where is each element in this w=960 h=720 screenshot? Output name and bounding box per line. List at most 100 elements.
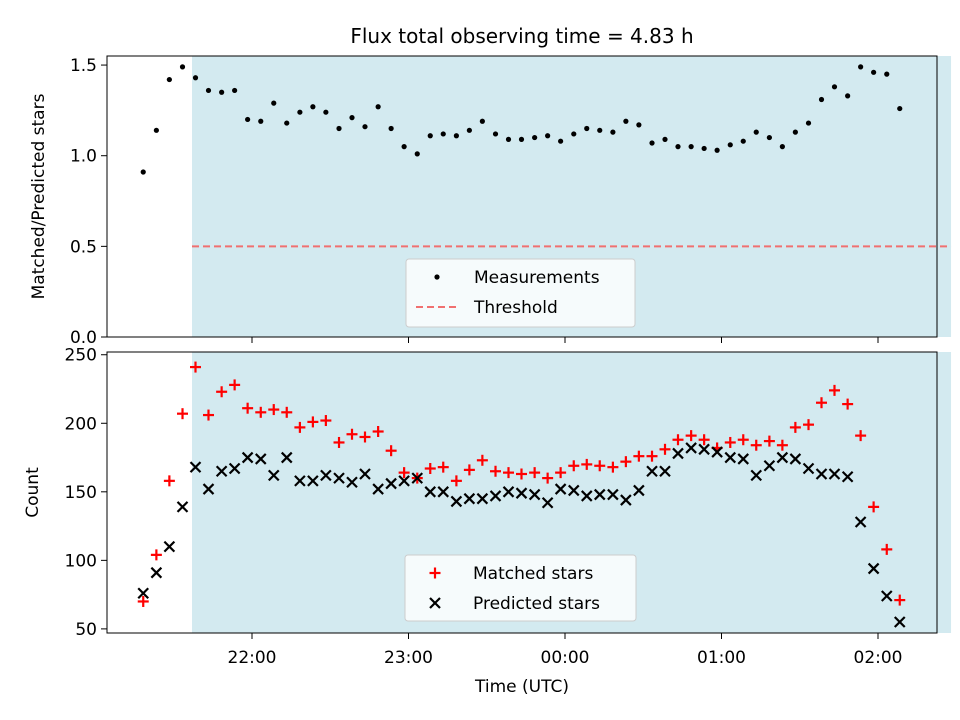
top-y-axis-label: Matched/Predicted stars <box>29 93 49 299</box>
top-panel-ticks: 0.0 0.5 1.0 1.5 <box>70 56 879 348</box>
matched-star-point <box>229 379 241 391</box>
predicted-star-point <box>307 475 319 487</box>
measurement-point <box>427 133 433 139</box>
matched-star-point <box>555 467 567 479</box>
predicted-star-point <box>711 446 723 458</box>
measurement-point <box>179 64 186 70</box>
bottom-legend: Matched stars Predicted stars <box>404 554 637 622</box>
measurement-point <box>858 64 864 70</box>
matched-star-point <box>529 467 541 479</box>
matched-star-point <box>646 450 658 462</box>
measurement-point <box>362 124 368 130</box>
measurement-point <box>258 118 264 124</box>
legend-cross-marker <box>429 597 441 609</box>
measurement-point <box>766 134 772 141</box>
measurement-point <box>636 122 642 128</box>
predicted-star-point <box>554 483 567 495</box>
matched-star-point <box>750 439 762 451</box>
matched-star-point <box>803 419 815 431</box>
matched-star-point <box>333 436 345 448</box>
legend-label-threshold: Threshold <box>473 298 558 318</box>
measurement-point <box>753 129 759 135</box>
matched-star-point <box>385 445 397 457</box>
bottom-y-tick-label: 150 <box>65 483 97 503</box>
predicted-star-point <box>567 484 580 497</box>
predicted-star-point <box>607 488 619 501</box>
predicted-star-point <box>698 443 710 456</box>
measurement-point <box>466 127 472 133</box>
predicted-star-point <box>541 497 554 509</box>
matched-star-point <box>424 463 436 475</box>
measurement-point <box>532 134 538 141</box>
matched-star-point <box>789 421 801 433</box>
measurement-point <box>414 151 420 157</box>
matched-star-point <box>855 430 867 442</box>
measurement-point <box>140 169 146 175</box>
matched-star-point <box>881 543 893 555</box>
predicted-star-point <box>633 484 645 497</box>
predicted-star-point <box>294 475 306 487</box>
matched-star-point <box>268 404 280 416</box>
matched-star-point <box>894 594 906 606</box>
predicted-star-point <box>372 483 384 495</box>
matched-star-point <box>372 426 384 438</box>
measurement-point <box>818 96 825 103</box>
measurement-point <box>623 118 629 124</box>
predicted-star-point <box>163 540 176 553</box>
predicted-star-point <box>593 488 606 501</box>
measurement-point <box>649 140 655 146</box>
predicted-star-point <box>789 453 802 465</box>
legend-label-matched-stars: Matched stars <box>473 564 593 584</box>
matched-star-point <box>776 439 788 451</box>
matched-star-point <box>476 454 488 466</box>
top-panel: 0.0 0.5 1.0 1.5 Matched/Predicted stars Mea… <box>29 55 952 348</box>
measurement-point <box>492 131 499 137</box>
predicted-star-point <box>867 562 880 575</box>
measurement-point <box>740 138 746 144</box>
chart-title: Flux total observing time = 4.83 h <box>350 24 693 48</box>
x-tick-label: 22:00 <box>228 648 277 668</box>
x-tick-label: 01:00 <box>697 648 746 668</box>
predicted-star-point <box>646 465 658 478</box>
bottom-y-axis-label: Count <box>23 467 43 518</box>
matched-star-point <box>828 384 840 396</box>
legend-plus-marker <box>429 567 441 579</box>
measurement-point <box>219 89 225 95</box>
x-tick-label: 23:00 <box>384 648 433 668</box>
matched-star-point <box>294 421 306 433</box>
matched-star-point <box>594 460 606 472</box>
measurement-point <box>336 125 342 132</box>
measurement-point <box>714 147 720 153</box>
predicted-star-point <box>463 492 476 505</box>
measurement-point <box>701 145 707 152</box>
predicted-star-point <box>880 590 893 602</box>
predicted-star-point <box>580 490 593 502</box>
predicted-star-point <box>893 616 906 628</box>
measurement-point <box>831 84 838 90</box>
measurement-point <box>897 105 903 112</box>
measurement-point <box>675 144 681 150</box>
measurement-point <box>805 120 812 126</box>
measurement-point <box>153 127 159 133</box>
top-y-tick-label: 0.5 <box>70 237 97 257</box>
matched-star-point <box>177 408 189 420</box>
matched-star-point <box>542 472 554 484</box>
predicted-star-point <box>437 486 450 498</box>
bottom-y-tick-label: 250 <box>65 346 97 366</box>
measurement-point <box>245 116 251 123</box>
bottom-panel-frame <box>106 351 938 634</box>
measurement-point <box>440 131 446 137</box>
measurement-points <box>140 64 903 175</box>
legend-label-measurements: Measurements <box>474 268 600 288</box>
predicted-star-point <box>672 447 684 460</box>
matched-star-point <box>659 443 671 455</box>
predicted-star-point <box>411 472 424 484</box>
matched-star-point <box>724 436 736 448</box>
predicted-star-point <box>398 475 410 487</box>
measurement-point <box>388 125 394 132</box>
predicted-star-point <box>724 451 737 464</box>
top-y-tick-label: 1.0 <box>70 147 97 167</box>
matched-star-point <box>503 467 515 479</box>
matched-star-point <box>281 406 293 418</box>
